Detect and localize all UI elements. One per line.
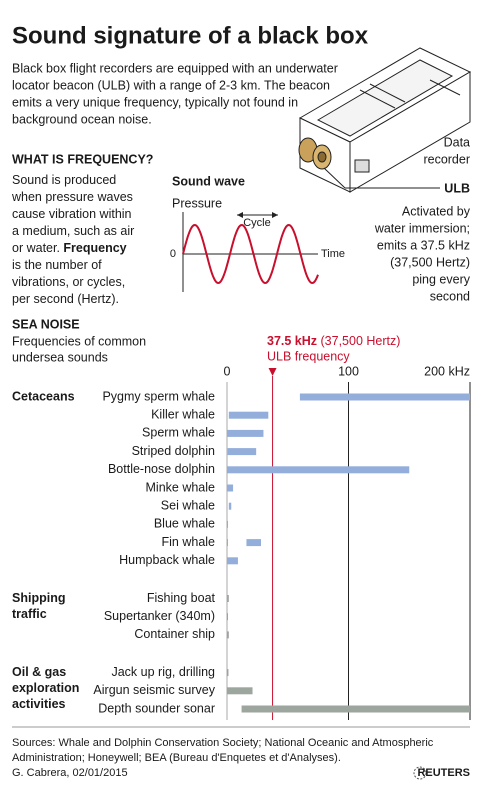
range-bar [227,466,410,474]
cycle-label: Cycle [243,217,271,229]
frequency-text: is the number of [12,258,102,272]
category-label: Killer whale [151,407,215,421]
frequency-text: vibrations, or cycles, [12,275,125,289]
category-label: Humpback whale [119,553,215,567]
wave-zero: 0 [170,248,176,260]
intro-text: emits a very unique frequency, typically… [12,95,298,109]
chart-title: SEA NOISE [12,317,80,331]
group-label: Oil & gas [12,665,66,679]
logo: REUTERS [417,767,470,779]
ulb-caption: (37,500 Hertz) [390,255,470,269]
range-bar [227,429,264,437]
ulb-label: 37.5 kHz (37,500 Hertz) [267,334,400,348]
intro-text: locator beacon (ULB) with a range of 2-3… [12,78,330,92]
category-label: Fishing boat [147,591,216,605]
group-label: exploration [12,681,79,695]
frequency-text: Sound is produced [12,173,116,187]
wave-y-label: Pressure [172,196,222,210]
range-bar [227,484,234,492]
ulb-caption: ping every [412,272,470,286]
category-label: Airgun seismic survey [93,683,215,697]
recorder-label: recorder [423,152,470,166]
wave-title: Sound wave [172,174,245,188]
ulb-caption: second [430,289,470,303]
category-label: Depth sounder sonar [98,701,215,715]
text-run: or water. [12,241,63,255]
category-label: Pygmy sperm whale [102,389,215,403]
category-label: Container ship [134,627,215,641]
recorder-label: Data [444,135,470,149]
x-tick-label: 200 kHz [424,364,470,378]
ulb-caption: ULB frequency [267,349,350,363]
frequency-text: a medium, such as air [12,224,134,238]
category-label: Supertanker (340m) [104,609,215,623]
frequency-text: when pressure waves [11,190,133,204]
category-label: Bottle-nose dolphin [108,462,215,476]
text-run: is the number of [12,258,102,272]
range-bar [227,557,238,565]
range-bar [228,502,232,510]
ulb-value: 37.5 kHz [267,334,317,348]
range-bar [299,393,470,401]
range-bar [227,687,253,695]
sources: Administration; Honeywell; BEA (Bureau d… [12,752,341,764]
black-box-illustration [298,47,472,193]
category-label: Sei whale [161,498,215,512]
sources: Sources: Whale and Dolphin Conservation … [12,737,434,749]
category-label: Sperm whale [142,426,215,440]
text-run: Sound is produced [12,173,116,187]
logo-mark [413,766,427,780]
category-label: Striped dolphin [132,444,215,458]
range-bar [227,520,229,528]
text-run: when pressure waves [11,190,133,204]
text-run: a medium, such as air [12,224,134,238]
range-bar [246,539,262,547]
chart-subtitle: Frequencies of common [12,334,146,348]
frequency-text: per second (Hertz). [12,292,119,306]
title: Sound signature of a black box [12,22,369,49]
range-bar [241,705,470,713]
chart-subtitle: undersea sounds [12,350,108,364]
sound-wave-diagram [182,212,319,292]
ulb-label: ULB [444,181,470,195]
ulb-caption: emits a 37.5 kHz [377,238,470,252]
range-bar [227,448,257,456]
group-label: Shipping [12,591,65,605]
wave-x-label: Time [321,248,345,260]
group-label: activities [12,697,66,711]
range-bar [227,631,229,639]
category-label: Fin whale [162,535,216,549]
range-bar [228,411,269,419]
text-run: per second (Hertz). [12,292,119,306]
group-label: Cetaceans [12,389,75,403]
intro-text: background ocean noise. [12,112,152,126]
credit: G. Cabrera, 02/01/2015 [12,767,128,779]
ulb-marker [268,368,277,376]
ulb-caption: Activated by [402,204,471,218]
x-tick-label: 100 [338,364,359,378]
range-bar [227,595,229,602]
text-run: cause vibration within [12,207,132,221]
intro-text: Black box flight recorders are equipped … [12,61,338,75]
frequency-text: or water. Frequency [12,241,127,255]
category-label: Minke whale [146,480,216,494]
category-label: Blue whale [154,517,215,531]
category-label: Jack up rig, drilling [111,665,215,679]
ulb-caption: water immersion; [374,221,470,235]
x-tick-label: 0 [224,364,231,378]
ulb-hertz: (37,500 Hertz) [317,334,400,348]
group-label: traffic [12,607,47,621]
text-run: Frequency [63,241,126,255]
range-bar [227,539,229,547]
frequency-text: cause vibration within [12,207,132,221]
section-heading: WHAT IS FREQUENCY? [12,152,153,166]
range-bar [227,613,229,621]
range-bar [227,669,229,677]
text-run: vibrations, or cycles, [12,275,125,289]
